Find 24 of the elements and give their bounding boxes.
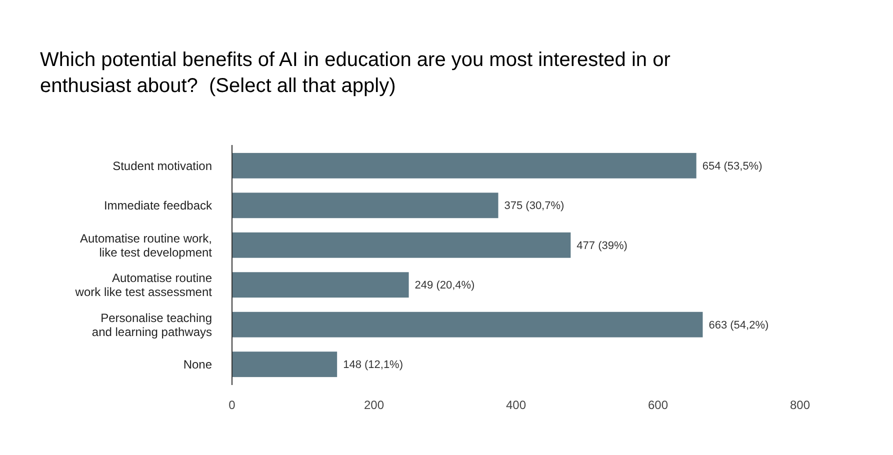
y-tick-label: Immediate feedback (104, 198, 213, 213)
x-tick-label: 200 (364, 398, 384, 412)
data-label: 249 (20,4%) (414, 280, 475, 292)
data-label: 375 (30,7%) (504, 200, 564, 212)
y-tick-label: Automatise routine work, like test development (80, 231, 213, 260)
bar (232, 192, 498, 218)
chart-title: Which potential benefits of AI in education are you most interested in or enthusiast about? (Select all that apply) (40, 49, 671, 97)
x-tick-label: 0 (228, 398, 236, 412)
bar (232, 352, 338, 378)
x-tick-label: 600 (648, 398, 668, 412)
y-tick-label: Personalise teaching and learning pathways (92, 310, 212, 339)
y-tick-label: None (183, 358, 212, 372)
y-tick-label: Automatise routine work like test assessment (74, 271, 213, 300)
data-label: 477 (39%) (576, 240, 628, 252)
data-label: 148 (12,1%) (343, 359, 404, 372)
bar (232, 272, 409, 298)
x-tick-label: 800 (790, 398, 810, 412)
bar (232, 232, 571, 258)
x-tick-label: 400 (506, 398, 526, 412)
bar (232, 152, 696, 178)
bar (232, 312, 703, 338)
data-label: 663 (54,2%) (708, 319, 769, 332)
data-label: 654 (53,5%) (702, 160, 762, 173)
y-tick-label: Student motivation (112, 158, 212, 173)
